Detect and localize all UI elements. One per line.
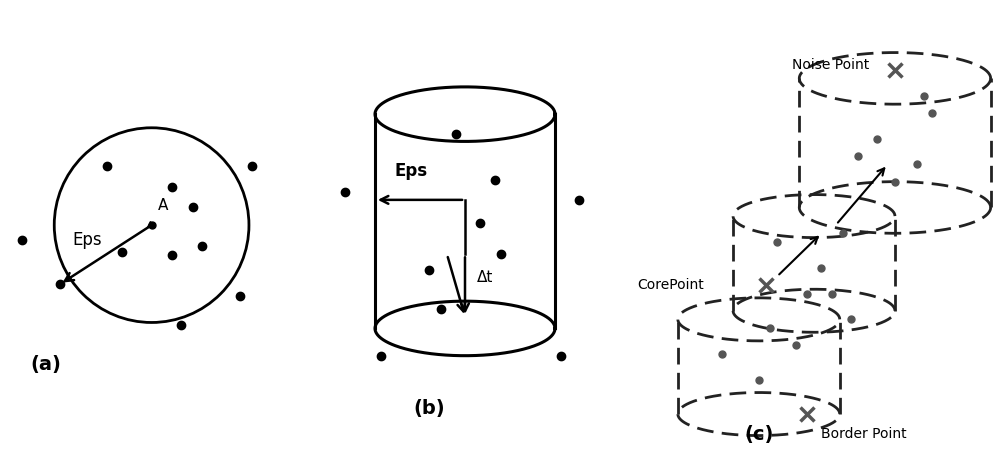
Text: CorePoint: CorePoint — [637, 278, 704, 292]
Text: (a): (a) — [30, 355, 61, 374]
Text: Noise Point: Noise Point — [792, 58, 869, 72]
Text: Border Point: Border Point — [821, 427, 907, 441]
Text: Eps: Eps — [394, 162, 428, 180]
Text: A: A — [158, 198, 168, 213]
Text: (c): (c) — [744, 425, 773, 444]
Text: Eps: Eps — [72, 231, 102, 249]
Text: (b): (b) — [413, 399, 445, 418]
Text: Δt: Δt — [477, 270, 493, 285]
